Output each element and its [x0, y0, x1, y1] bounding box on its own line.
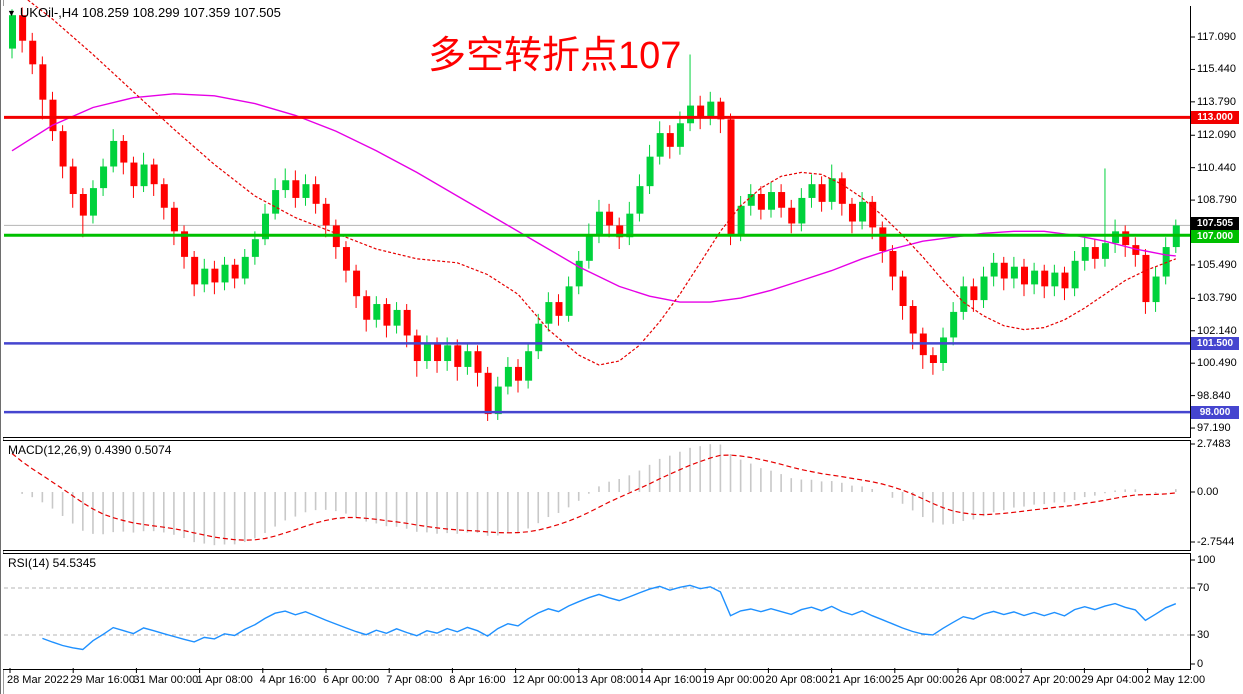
price-axis-label: 115.440	[1197, 63, 1236, 76]
x-axis-label: 27 Apr 20:00	[1018, 674, 1081, 686]
x-axis-label: 14 Apr 16:00	[639, 674, 702, 686]
price-axis-label: 105.490	[1197, 258, 1237, 271]
price-axis-label: 102.140	[1197, 324, 1237, 337]
x-axis-label: 1 Apr 08:00	[196, 674, 253, 686]
symbol-info: ▼ UKOil-,H4 108.259 108.299 107.359 107.5…	[7, 5, 281, 20]
x-axis-label: 7 Apr 08:00	[386, 674, 443, 686]
price-axis-label: 117.090	[1197, 31, 1236, 43]
price-axis-label: 97.190	[1197, 422, 1231, 435]
macd-axis-label: -2.7544	[1197, 536, 1235, 548]
price-axis-label: 108.790	[1197, 194, 1237, 207]
x-axis-label: 2 May 12:00	[1144, 674, 1206, 686]
price-axis-label: 98.840	[1197, 389, 1231, 402]
macd-indicator-label: MACD(12,26,9) 0.4390 0.5074	[8, 443, 172, 457]
x-axis-label: 6 Apr 00:00	[323, 674, 380, 686]
rsi-panel[interactable]	[3, 553, 1191, 670]
symbol-dropdown-icon[interactable]: ▼	[7, 8, 16, 18]
price-axis-label: 112.090	[1197, 129, 1236, 142]
rsi-axis-label: 0	[1197, 658, 1204, 670]
price-badge: 107.505	[1191, 217, 1239, 231]
x-axis-label: 20 Apr 08:00	[765, 674, 828, 686]
macd-axis-label: 2.7483	[1197, 438, 1231, 450]
x-axis-label: 13 Apr 08:00	[575, 674, 639, 686]
rsi-axis-label: 100	[1197, 554, 1216, 566]
symbol-info-text: UKOil-,H4 108.259 108.299 107.359 107.50…	[19, 5, 281, 20]
price-badge: 101.500	[1191, 336, 1239, 350]
macd-axis-label: 0.00	[1197, 486, 1219, 498]
window-left-edge	[0, 0, 1, 694]
x-axis-label: 25 Apr 00:00	[891, 674, 955, 686]
x-axis-label: 26 Apr 08:00	[955, 674, 1018, 686]
x-axis-label: 19 Apr 00:00	[702, 674, 765, 686]
x-axis-label: 29 Mar 16:00	[70, 674, 136, 686]
x-axis-label: 28 Mar 2022	[7, 674, 69, 686]
x-axis-label: 4 Apr 16:00	[259, 674, 317, 686]
price-axis-label: 110.440	[1197, 161, 1236, 174]
macd-panel[interactable]	[3, 440, 1191, 551]
rsi-axis-label: 70	[1197, 582, 1210, 594]
price-axis-label: 100.490	[1197, 357, 1237, 370]
price-axis-label: 103.790	[1197, 292, 1237, 305]
chart-title-annotation[interactable]: 多空转折点107	[428, 35, 682, 77]
x-axis-label: 21 Apr 16:00	[828, 674, 891, 686]
x-axis-label: 29 Apr 04:00	[1081, 674, 1144, 686]
rsi-axis-label: 30	[1197, 629, 1210, 641]
price-badge: 113.000	[1191, 110, 1239, 124]
x-axis-label: 12 Apr 00:00	[512, 674, 575, 686]
rsi-indicator-label: RSI(14) 54.5345	[8, 556, 97, 570]
x-axis-label: 8 Apr 16:00	[449, 674, 506, 686]
x-axis-label: 31 Mar 00:00	[133, 674, 199, 686]
price-badge: 98.000	[1191, 405, 1239, 419]
price-badge: 107.000	[1191, 230, 1239, 244]
price-axis-label: 113.790	[1197, 95, 1236, 108]
